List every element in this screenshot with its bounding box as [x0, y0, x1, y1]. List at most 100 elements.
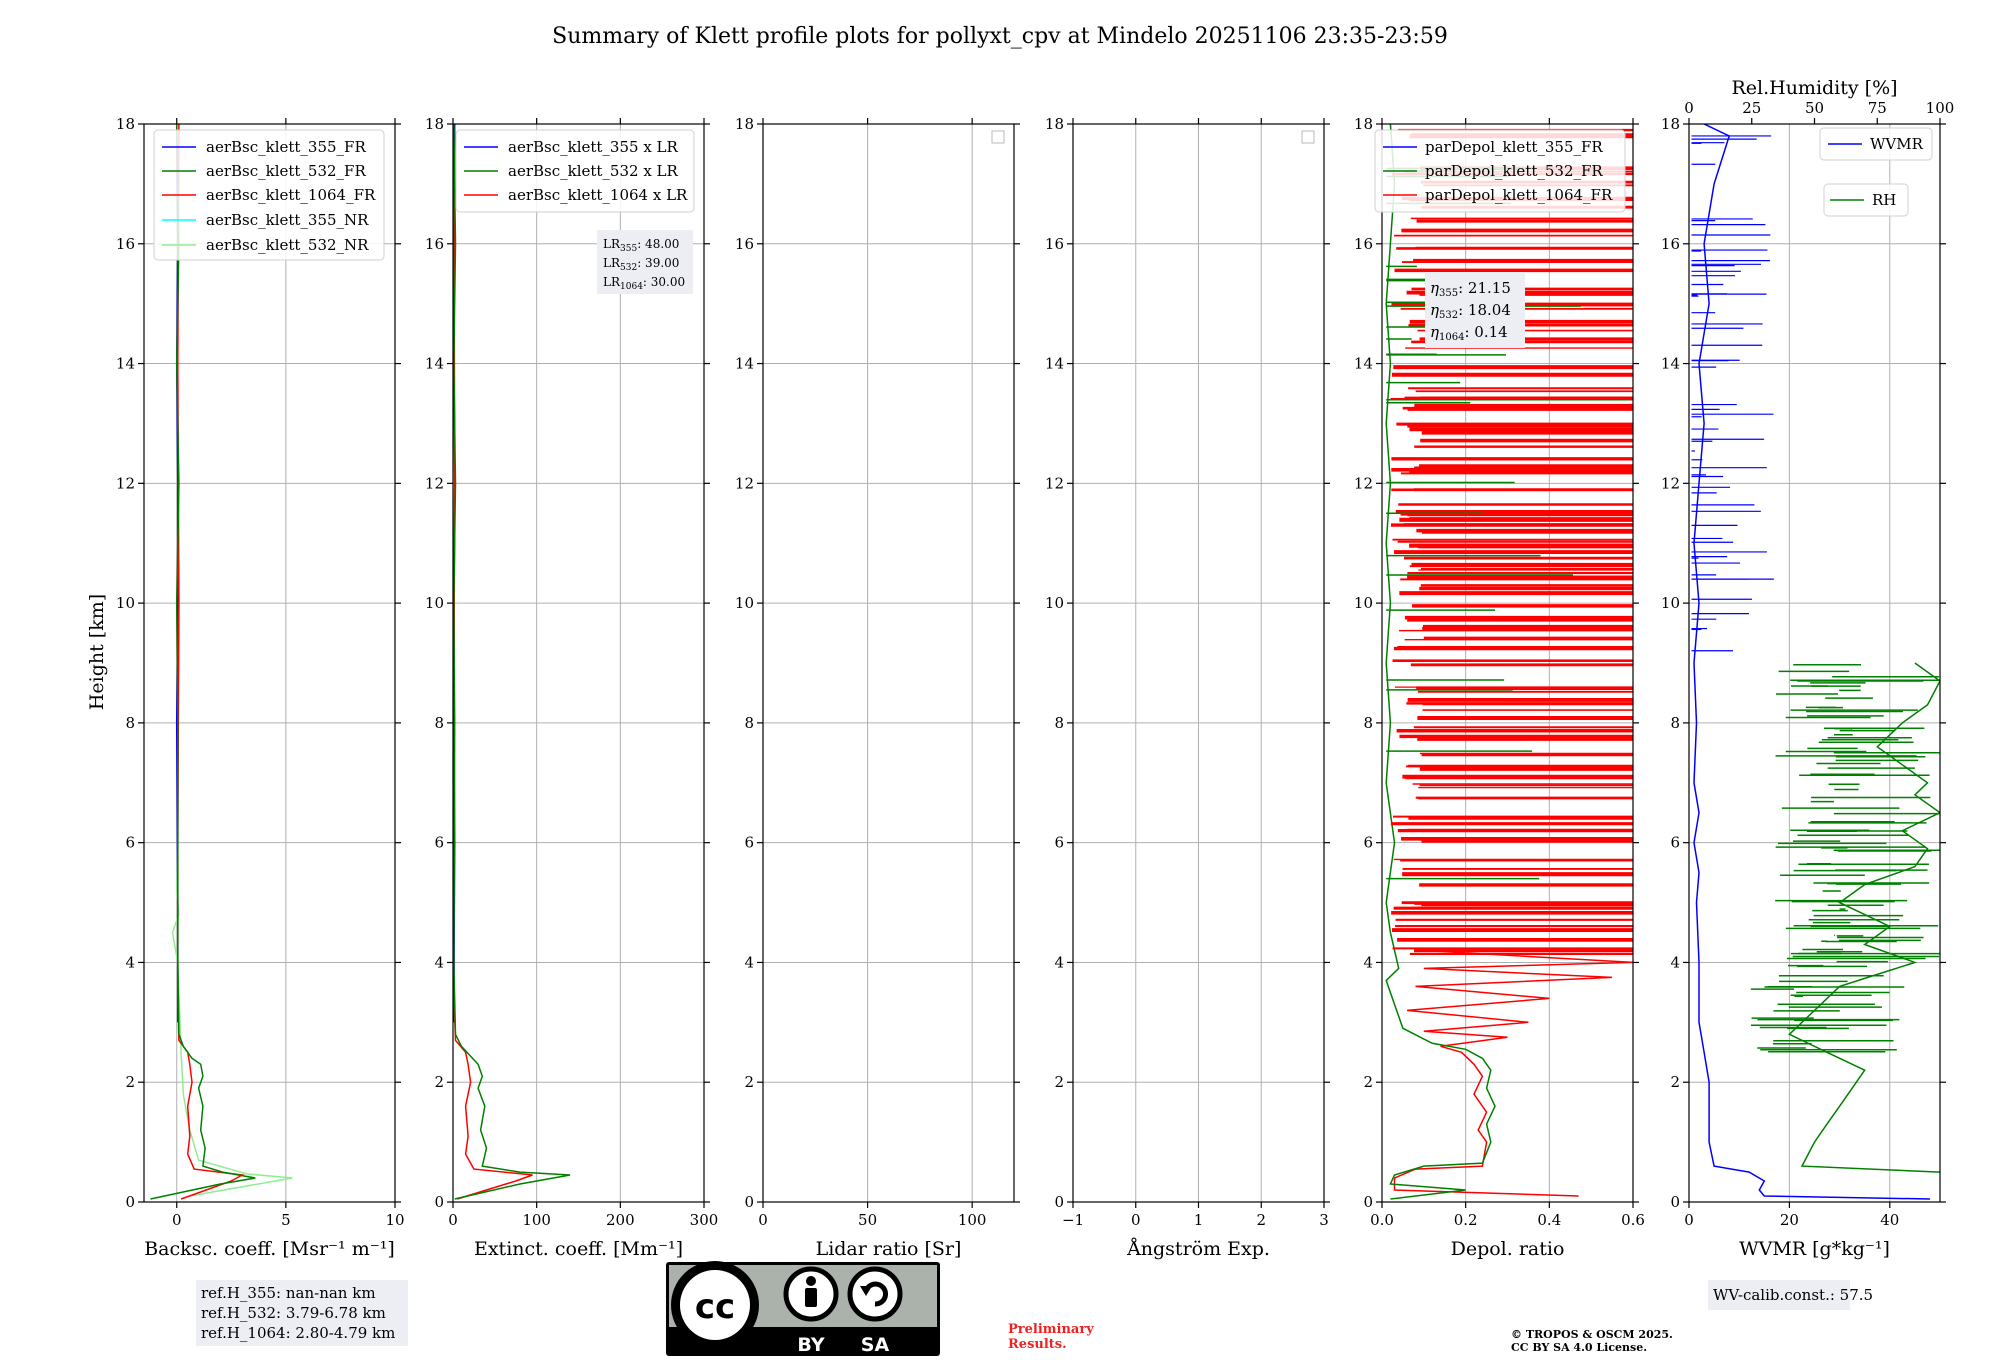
refh-355: ref.H_355: nan-nan km [201, 1284, 376, 1302]
legend-label: aerBsc_klett_532 x LR [508, 162, 679, 180]
top-x-tick-label: 75 [1868, 99, 1887, 117]
legend-label: aerBsc_klett_355 x LR [508, 138, 679, 156]
eta-info: η355: 21.15 η532: 18.04 η1064: 0.14 [1425, 272, 1525, 348]
x-tick-label: 2 [1256, 1211, 1266, 1229]
y-tick-label: 8 [125, 714, 135, 732]
y-tick-label: 14 [1354, 355, 1373, 373]
legend-label: aerBsc_klett_1064_FR [206, 186, 376, 204]
y-tick-label: 18 [1045, 115, 1064, 133]
top-axis-label: Rel.Humidity [%] [1731, 77, 1897, 99]
legend-label: parDepol_klett_1064_FR [1425, 186, 1613, 204]
legend-label: parDepol_klett_532_FR [1425, 162, 1603, 180]
x-tick-label: 10 [385, 1211, 404, 1229]
y-tick-label: 8 [744, 714, 754, 732]
series-WVMR [1693, 124, 1931, 1200]
y-tick-label: 0 [1670, 1193, 1680, 1211]
eta-1064: η1064: 0.14 [1430, 323, 1508, 343]
empty-legend-lidar-ratio [991, 130, 1005, 144]
x-tick-label: 0.6 [1621, 1211, 1645, 1229]
y-tick-label: 10 [735, 594, 754, 612]
x-tick-label: 300 [690, 1211, 719, 1229]
axes-frame [762, 123, 1015, 1203]
legend-label: RH [1872, 191, 1896, 209]
noise-spikes [1691, 135, 1940, 1053]
series-aerBsc_klett_532_NR [171, 722, 293, 1197]
x-tick-label: 0 [758, 1211, 768, 1229]
y-tick-label: 6 [1363, 834, 1373, 852]
series-aerBsc_klett_1064_FR [177, 124, 245, 1200]
x-tick-label: 0.0 [1370, 1211, 1394, 1229]
legend-label: aerBsc_klett_355_FR [206, 138, 366, 156]
y-tick-label: 12 [1045, 474, 1064, 492]
y-tick-label: 16 [1661, 235, 1680, 253]
series-aerBsc_klett_532 x LR [453, 124, 571, 1200]
y-tick-label: 4 [125, 953, 135, 971]
x-tick-label: 200 [606, 1211, 635, 1229]
y-tick-label: 0 [744, 1193, 754, 1211]
cc-license-badge: cc BY SA [666, 1261, 940, 1356]
y-tick-label: 0 [434, 1193, 444, 1211]
y-tick-label: 6 [1670, 834, 1680, 852]
x-tick-label: 20 [1780, 1211, 1799, 1229]
y-tick-label: 16 [1045, 235, 1064, 253]
x-tick-label: 50 [858, 1211, 877, 1229]
series-parDepol_klett_1064_FR [1393, 949, 1633, 1197]
y-tick-label: 16 [116, 235, 135, 253]
panel-3: 0 2 4 6 8 10 12 14 16 18 0 50 100 Lidar ratio [Sr] [735, 115, 1020, 1260]
legend-backscatter: aerBsc_klett_355_FR aerBsc_klett_532_FR … [153, 129, 385, 261]
y-tick-label: 2 [125, 1073, 135, 1091]
y-tick-label: 18 [116, 115, 135, 133]
y-tick-label: 16 [735, 235, 754, 253]
y-tick-label: 16 [1354, 235, 1373, 253]
y-tick-label: 0 [1363, 1193, 1373, 1211]
lr-355: LR355: 48.00 [603, 237, 679, 254]
empty-legend-angstrom [1301, 130, 1315, 144]
x-tick-label: 0.4 [1537, 1211, 1561, 1229]
y-tick-label: 0 [125, 1193, 135, 1211]
copyright-note-1: © TROPOS & OSCM 2025. [1511, 1328, 1673, 1341]
y-tick-label: 10 [116, 594, 135, 612]
y-tick-label: 8 [1670, 714, 1680, 732]
y-tick-label: 4 [1363, 953, 1373, 971]
top-x-tick-label: 50 [1805, 99, 1824, 117]
x-tick-label: 1 [1194, 1211, 1204, 1229]
x-tick-label: 5 [281, 1211, 291, 1229]
y-tick-label: 10 [1661, 594, 1680, 612]
y-tick-label: 6 [434, 834, 444, 852]
x-tick-label: 100 [522, 1211, 551, 1229]
y-tick-label: 4 [1670, 953, 1680, 971]
legend-label: parDepol_klett_355_FR [1425, 138, 1603, 156]
preliminary-note-2: Results. [1008, 1337, 1067, 1352]
y-tick-label: 12 [1354, 474, 1373, 492]
y-tick-label: 4 [744, 953, 754, 971]
eta-355: η355: 21.15 [1430, 279, 1511, 299]
x-tick-label: 0 [172, 1211, 182, 1229]
y-axis-label: Height [km] [86, 594, 108, 710]
axes-frame [1072, 123, 1325, 1203]
x-axis-label: Extinct. coeff. [Mm⁻¹] [474, 1238, 683, 1260]
x-tick-label: 40 [1880, 1211, 1899, 1229]
legend-wvmr: WVMR RH [1819, 127, 1933, 217]
x-axis-label: Ångström Exp. [1126, 1238, 1270, 1260]
legend-label: aerBsc_klett_532_NR [206, 236, 369, 254]
legend-depol: parDepol_klett_355_FR parDepol_klett_532… [1374, 129, 1626, 213]
copyright-note-2: CC BY SA 4.0 License. [1511, 1341, 1647, 1354]
y-tick-label: 8 [1054, 714, 1064, 732]
refh-532: ref.H_532: 3.79-6.78 km [201, 1304, 386, 1322]
y-tick-label: 10 [425, 594, 444, 612]
lr-1064: LR1064: 30.00 [603, 275, 685, 292]
by-label: BY [797, 1334, 824, 1356]
axes-frame [1688, 123, 1941, 1203]
x-tick-label: 100 [958, 1211, 987, 1229]
y-tick-label: 10 [1354, 594, 1373, 612]
panel-1: 0 2 4 6 8 10 12 14 16 18 0 5 10 Backsc. coeff. [Msr⁻¹… [116, 115, 405, 1260]
y-tick-label: 2 [744, 1073, 754, 1091]
axes-frame [1381, 123, 1634, 1203]
cc-logo-inner [680, 1270, 750, 1340]
top-x-tick-label: 0 [1684, 99, 1694, 117]
y-tick-label: 6 [1054, 834, 1064, 852]
panel-2: 0 2 4 6 8 10 12 14 16 18 0 100 200 300 Extinct. coeff.… [425, 115, 718, 1260]
